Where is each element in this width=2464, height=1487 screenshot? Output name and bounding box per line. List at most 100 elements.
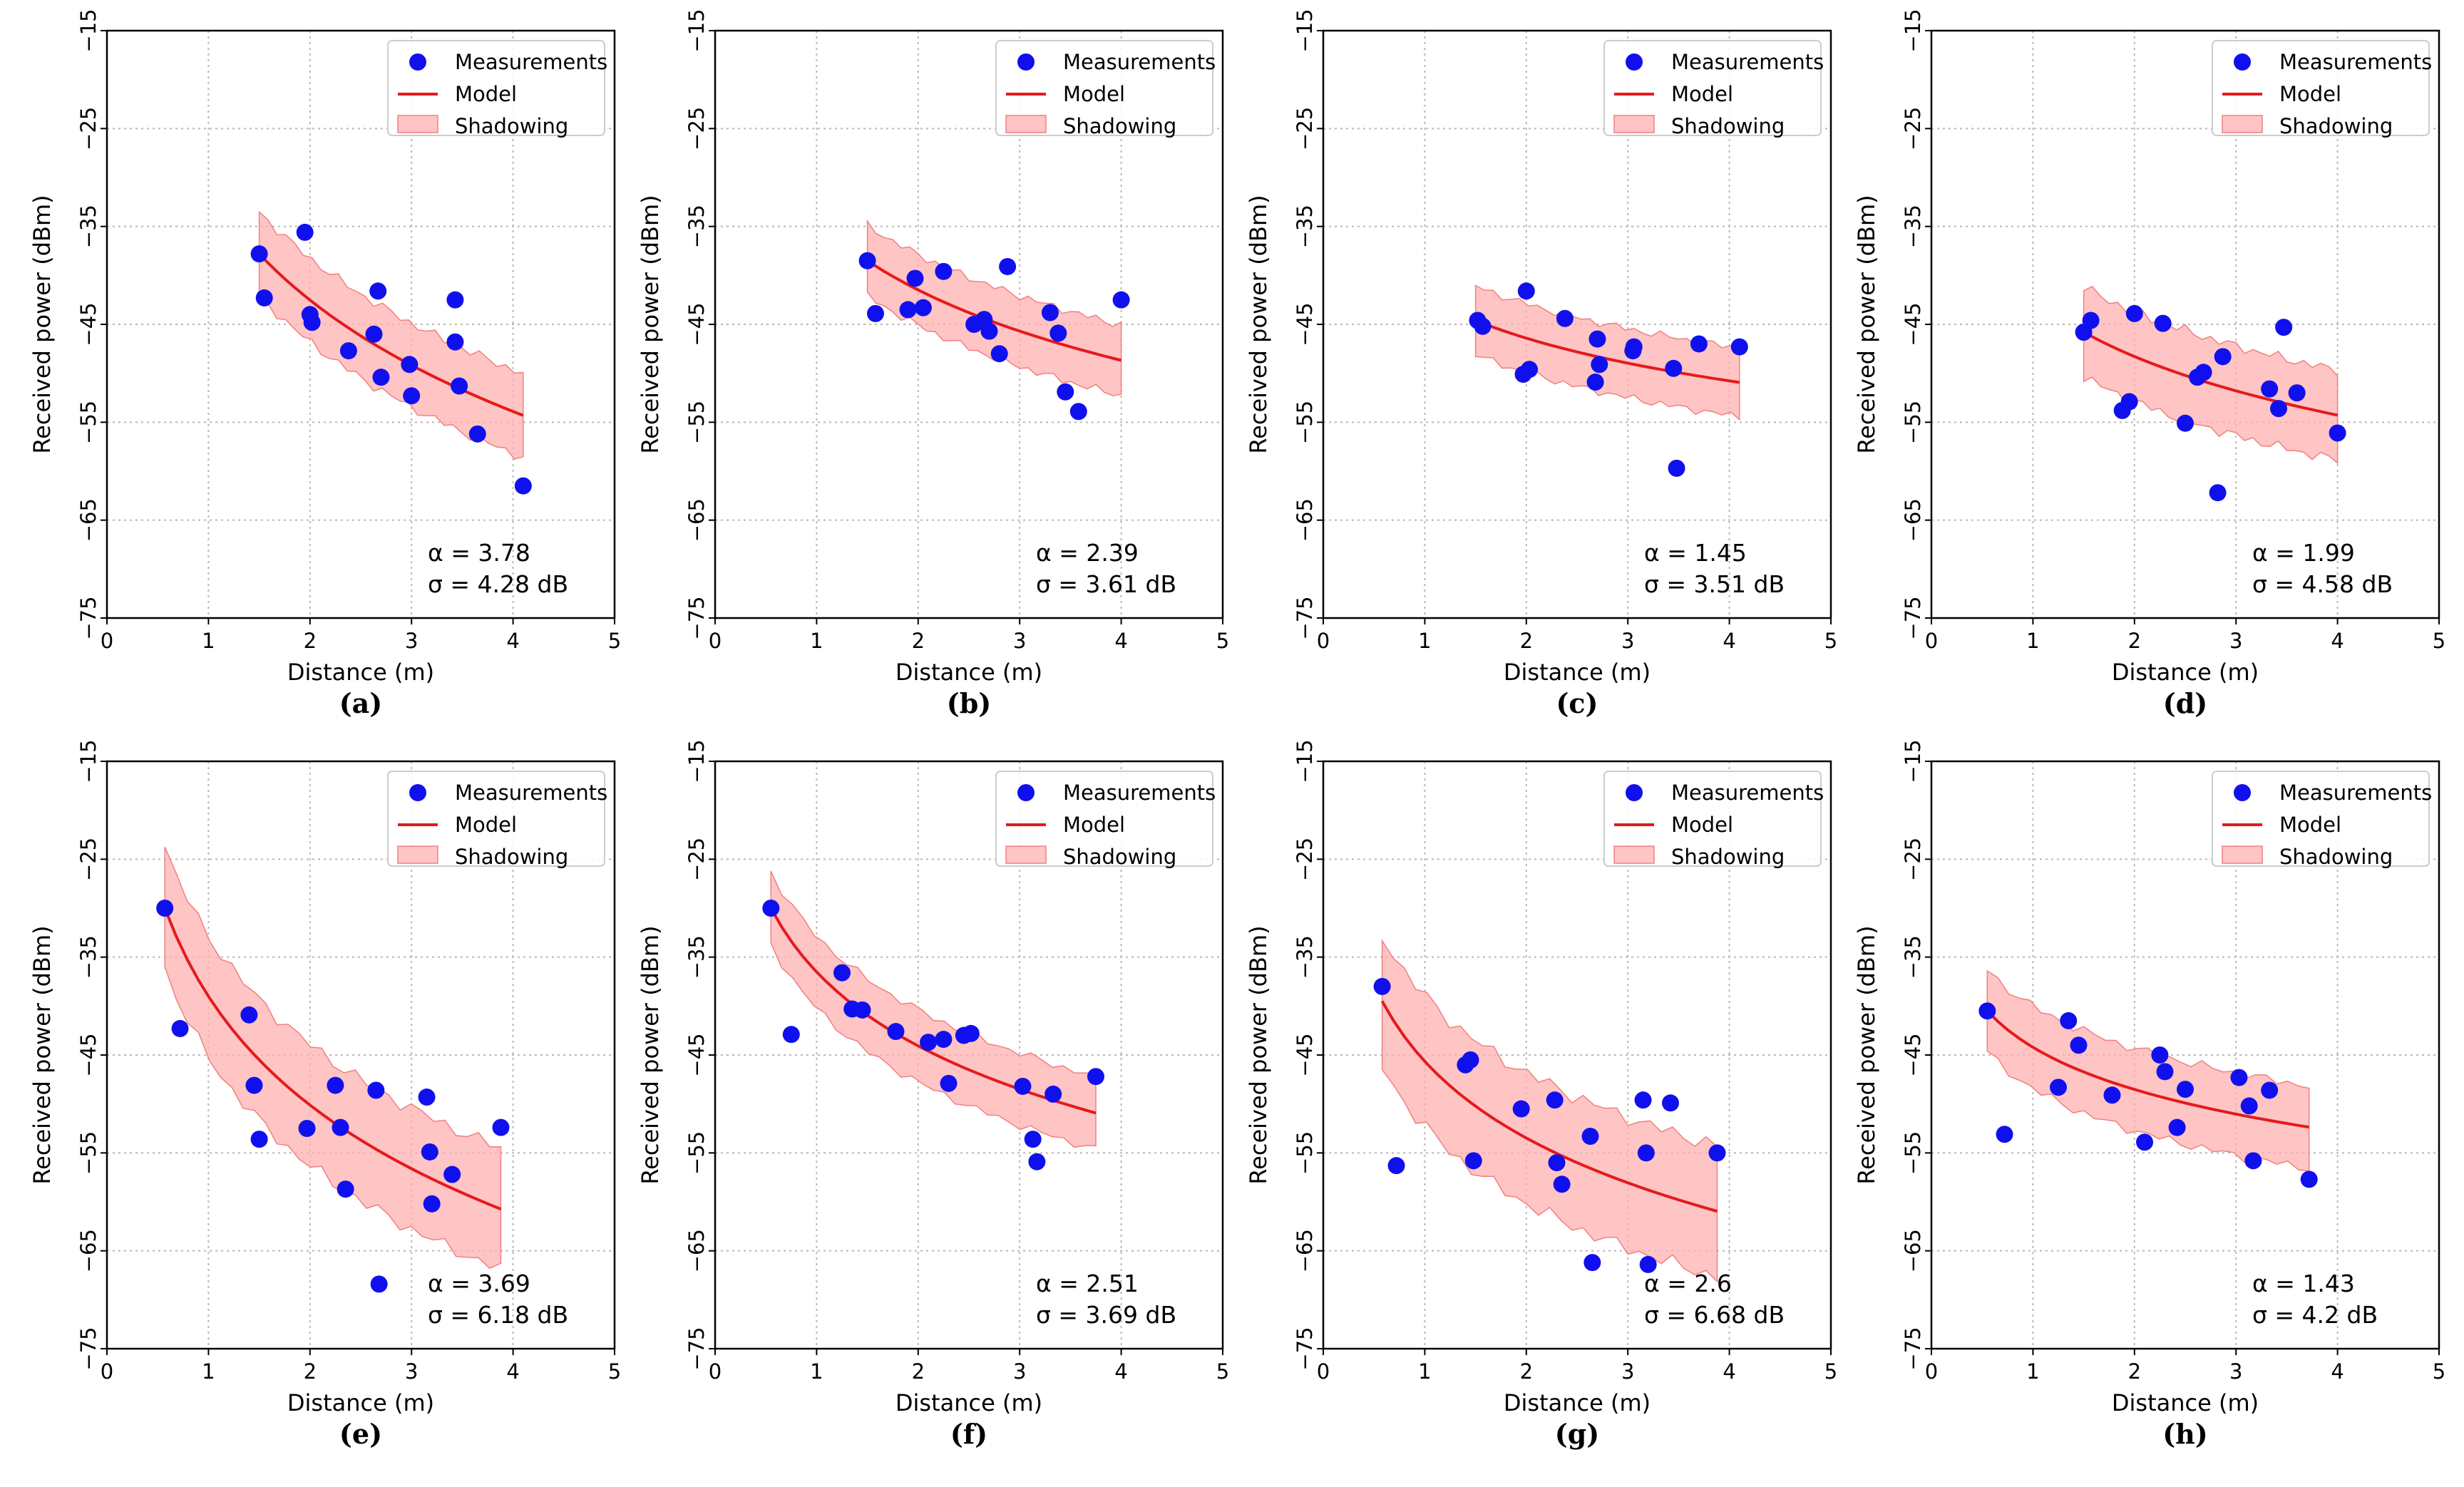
x-tick-label: 1: [1418, 629, 1431, 653]
legend-box: [2212, 40, 2430, 136]
measurement-point: [245, 1076, 263, 1094]
shadowing-band: [770, 870, 1097, 1148]
measurement-point: [367, 1081, 385, 1099]
measurement-point: [1662, 1094, 1680, 1112]
measurement-point: [365, 325, 383, 343]
measurement-point: [2050, 1079, 2067, 1096]
legend-marker-shadowing: [1005, 845, 1047, 864]
legend-label-shadowing: Shadowing: [1671, 114, 1785, 138]
x-tick-label: 4: [1723, 629, 1735, 653]
legend-marker-shadowing: [2222, 845, 2263, 864]
measurement-point: [2261, 380, 2279, 398]
y-tick-label: −65: [1293, 1229, 1317, 1272]
measurement-point: [999, 257, 1017, 275]
y-tick-label: −25: [1901, 107, 1925, 150]
x-axis-label: Distance (m): [287, 659, 434, 686]
panel-h: 0 1 2 3 4 5 −75 −65 −55 −45 −35 −25 −15 Distance (m) R…: [1853, 739, 2445, 1450]
sigma-annotation: σ = 3.61 dB: [1036, 570, 1176, 598]
measurement-point: [332, 1118, 349, 1136]
y-tick-label: −45: [684, 302, 709, 346]
y-tick-label: −55: [1293, 1131, 1317, 1175]
sigma-annotation: σ = 4.28 dB: [428, 570, 568, 598]
measurement-point: [240, 1006, 258, 1024]
y-tick-label: −75: [1293, 596, 1317, 639]
y-tick-label: −25: [1293, 107, 1317, 150]
y-tick-label: −15: [1901, 9, 1925, 52]
x-tick-label: 4: [506, 1359, 519, 1384]
legend-label-shadowing: Shadowing: [1671, 845, 1785, 869]
y-tick-label: −55: [1293, 401, 1317, 444]
measurement-point: [1591, 356, 1608, 374]
measurement-point: [2070, 1036, 2088, 1054]
measurement-point: [2156, 1063, 2174, 1081]
shadowing-band: [1381, 939, 1718, 1283]
x-tick-label: 1: [810, 629, 823, 653]
alpha-annotation: α = 3.78: [428, 539, 530, 567]
x-axis-label: Distance (m): [2112, 1389, 2259, 1416]
legend-marker-measurements: [1017, 53, 1035, 71]
y-tick-label: −35: [1901, 205, 1925, 248]
measurement-point: [920, 1034, 938, 1051]
measurement-point: [2136, 1133, 2154, 1151]
legend-label-measurements: Measurements: [1671, 781, 1824, 805]
legend-label-measurements: Measurements: [1671, 50, 1824, 74]
y-tick-label: −35: [684, 935, 709, 979]
measurement-point: [337, 1180, 354, 1198]
measurement-point: [1556, 309, 1574, 327]
measurement-point: [1373, 977, 1391, 995]
legend: Measurements Model Shadowing: [1603, 771, 1824, 869]
legend: Measurements Model Shadowing: [2212, 771, 2432, 869]
measurement-points: [1373, 977, 1726, 1273]
measurement-point: [492, 1118, 510, 1136]
measurement-point: [2103, 1086, 2121, 1104]
measurement-point: [1024, 1131, 1042, 1148]
panel-a: 0 1 2 3 4 5 −75 −65 −55 −45 −35 −25 −15 Distance (m) R…: [29, 9, 621, 719]
x-tick-label: 5: [1216, 629, 1229, 653]
x-tick-label: 4: [1114, 1359, 1127, 1384]
measurement-point: [1387, 1157, 1405, 1175]
x-axis-label: Distance (m): [1504, 1389, 1651, 1416]
y-axis-label: Received power (dBm): [29, 925, 56, 1184]
measurement-point: [762, 900, 780, 917]
measurement-point: [887, 1023, 905, 1041]
x-tick-label: 0: [709, 629, 722, 653]
measurement-points: [2075, 304, 2346, 502]
panel-d: 0 1 2 3 4 5 −75 −65 −55 −45 −35 −25 −15 Distance (m) R…: [1853, 9, 2445, 719]
measurement-point: [853, 1001, 871, 1019]
legend-label-shadowing: Shadowing: [455, 114, 568, 138]
x-tick-label: 2: [912, 629, 925, 653]
legend-label-model: Model: [455, 813, 517, 837]
y-tick-label: −35: [1901, 935, 1925, 979]
x-tick-label: 4: [2331, 629, 2344, 653]
legend-label-shadowing: Shadowing: [1063, 114, 1176, 138]
y-axis-label: Received power (dBm): [637, 925, 664, 1184]
measurement-point: [372, 369, 390, 386]
measurement-point: [935, 262, 953, 280]
legend: Measurements Model Shadowing: [387, 40, 607, 138]
legend-box: [995, 771, 1213, 867]
y-tick-label: −25: [76, 107, 101, 150]
legend-marker-measurements: [1626, 784, 1643, 801]
y-tick-label: −65: [1901, 498, 1925, 542]
measurement-point: [1708, 1144, 1726, 1162]
measurement-point: [2288, 384, 2306, 402]
measurement-point: [1049, 324, 1067, 342]
measurement-point: [443, 1166, 461, 1183]
y-tick-label: −65: [76, 1229, 101, 1272]
y-tick-label: −25: [684, 107, 709, 150]
x-tick-label: 4: [1723, 1359, 1735, 1384]
legend-marker-measurements: [409, 784, 426, 801]
legend-label-shadowing: Shadowing: [455, 845, 568, 869]
measurement-point: [171, 1019, 189, 1037]
x-tick-label: 3: [2229, 1359, 2242, 1384]
legend-label-model: Model: [1671, 82, 1733, 106]
y-tick-label: −45: [1901, 1033, 1925, 1076]
measurement-point: [940, 1074, 958, 1092]
measurement-point: [1665, 359, 1683, 377]
y-axis-label: Received power (dBm): [637, 195, 664, 453]
y-tick-label: −45: [1293, 302, 1317, 346]
measurement-point: [2230, 1069, 2248, 1086]
x-axis-label: Distance (m): [1504, 659, 1651, 686]
measurement-points: [1469, 282, 1748, 477]
